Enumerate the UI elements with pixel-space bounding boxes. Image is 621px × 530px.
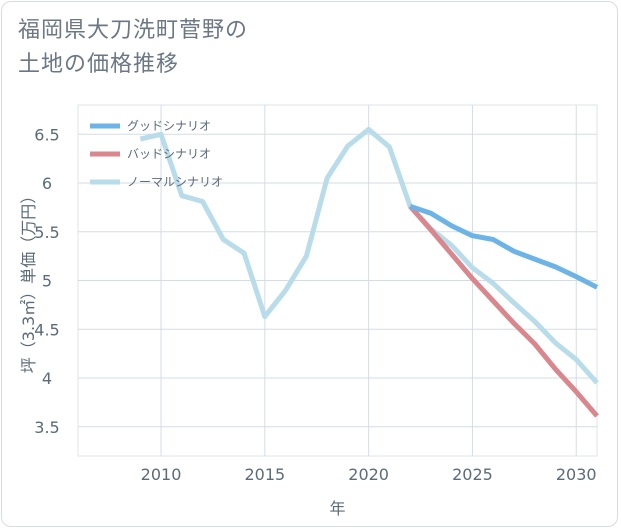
x-tick-label: 2020 [348,465,389,484]
y-tick-label: 5.5 [34,223,59,242]
chart-title-line-2: 土地の価格推移 [18,52,180,77]
chart-title-line-1: 福岡県大刀洗町菅野の [18,18,249,43]
grid [77,104,598,457]
x-tick-label: 2015 [244,465,285,484]
y-tick-label: 5 [42,272,52,291]
series-line-1 [408,204,599,418]
y-tick-label: 6 [42,174,52,193]
x-tick-label: 2030 [556,465,597,484]
legend-label: バッドシナリオ [127,147,211,161]
x-tick-label: 2010 [141,465,182,484]
legend-label: ノーマルシナリオ [127,175,223,189]
y-axis-ticks: 3.5 4 4.5 5 5.5 6 6.5 [34,125,59,437]
y-tick-label: 4 [42,369,52,388]
x-axis-label: 年 [329,499,345,518]
x-tick-label: 2025 [452,465,493,484]
y-tick-label: 3.5 [34,418,59,437]
chart-title: 福岡県大刀洗町菅野の 土地の価格推移 [18,14,248,82]
y-tick-label: 4.5 [34,320,59,339]
legend-label: グッドシナリオ [127,119,211,133]
series-line-2 [139,126,599,385]
y-tick-label: 6.5 [34,125,59,144]
series-line-0 [409,204,599,290]
series-lines [139,126,599,418]
y-axis-label: 坪（3.3㎡）単価（万円） [19,188,38,373]
x-axis-ticks: 2010 2015 2020 2025 2030 [141,465,597,484]
